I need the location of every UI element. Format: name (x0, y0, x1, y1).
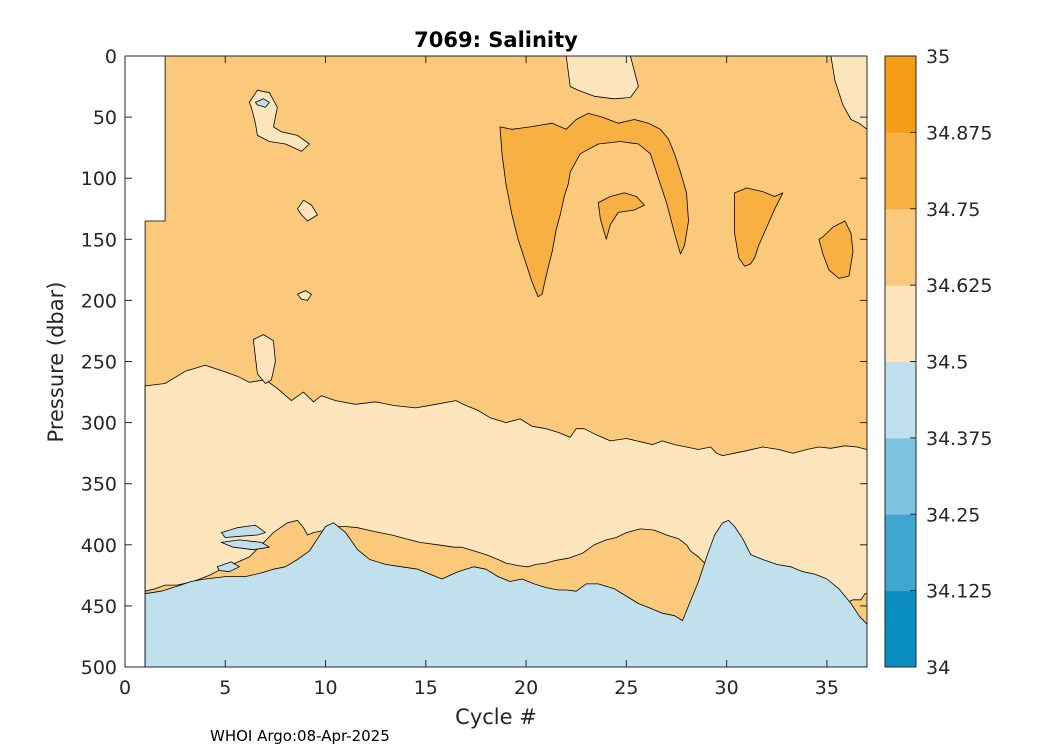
colorbar-band-5 (885, 208, 916, 286)
credit-text: WHOI Argo:08-Apr-2025 (210, 727, 390, 745)
colorbar-tick-label: 34.125 (926, 581, 992, 603)
colorbar-tick-label: 34 (926, 657, 950, 679)
colorbar-band-2 (885, 437, 916, 515)
contour-region-6 (597, 192, 645, 240)
colorbar-tick-label: 34.625 (926, 275, 992, 297)
y-tick-label: 150 (81, 229, 117, 251)
colorbar-band-7 (885, 56, 916, 133)
x-tick-label: 0 (119, 677, 131, 699)
contour-region-12 (252, 334, 276, 384)
colorbar-tick-label: 34.5 (926, 352, 968, 374)
x-axis-ticks: 0 5 10 15 20 25 30 35 (119, 56, 839, 699)
contour-region-13 (297, 290, 312, 301)
colorbar-band-4 (885, 285, 916, 362)
colorbar-tick-label: 34.375 (926, 428, 992, 450)
x-tick-label: 35 (815, 677, 839, 699)
x-axis-label: Cycle # (455, 705, 537, 729)
contour-region-5 (499, 113, 689, 298)
y-tick-label: 0 (105, 46, 117, 68)
contour-region-7 (734, 187, 784, 267)
x-tick-label: 15 (414, 677, 438, 699)
x-tick-label: 10 (313, 677, 337, 699)
colorbar-band-3 (885, 361, 916, 439)
colorbar-tick-label: 35 (926, 46, 950, 68)
y-tick-label: 100 (81, 168, 117, 190)
y-axis-label: Pressure (dbar) (44, 282, 68, 443)
y-tick-label: 200 (81, 290, 117, 312)
colorbar-tick-label: 34.875 (926, 122, 992, 144)
contour-region-4 (830, 56, 867, 130)
contour-region-11 (297, 199, 318, 222)
colorbar-tick-label: 34.75 (926, 199, 980, 221)
colorbar-band-0 (885, 590, 916, 668)
chart-title: 7069: Salinity (414, 28, 578, 52)
contour-regions (144, 56, 867, 667)
y-tick-label: 350 (81, 474, 117, 496)
x-tick-label: 20 (514, 677, 538, 699)
y-tick-label: 300 (81, 413, 117, 435)
contour-region-14 (220, 524, 266, 538)
colorbar-band-1 (885, 514, 916, 592)
contour-region-10 (254, 98, 270, 108)
colorbar-tick-label: 34.25 (926, 504, 980, 526)
y-tick-label: 500 (81, 657, 117, 679)
x-tick-label: 30 (715, 677, 739, 699)
contour-region-15 (220, 539, 270, 551)
contour-region-16 (216, 561, 240, 573)
y-tick-label: 50 (93, 107, 117, 129)
y-axis-ticks: 0 50 100 150 200 250 300 350 400 450 500 (81, 46, 867, 679)
colorbar: 34 34.125 34.25 34.375 34.5 34.625 34.75 34.875… (884, 46, 992, 679)
contour-region-3 (565, 56, 639, 100)
y-tick-label: 250 (81, 352, 117, 374)
y-tick-label: 400 (81, 535, 117, 557)
y-tick-label: 450 (81, 596, 117, 618)
x-tick-label: 25 (614, 677, 638, 699)
x-tick-label: 5 (219, 677, 231, 699)
colorbar-band-6 (885, 132, 916, 210)
contour-region-8 (818, 220, 854, 279)
contour-region-2 (144, 520, 867, 667)
